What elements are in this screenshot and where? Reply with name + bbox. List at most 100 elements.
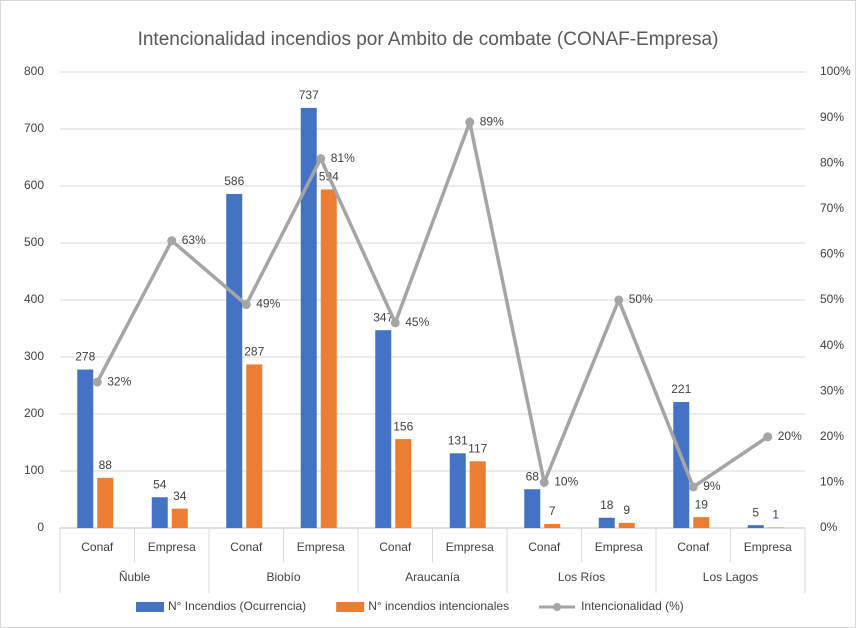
legend-label: N° incendios intencionales	[368, 599, 509, 613]
chart-title: Intencionalidad incendios por Ambito de …	[138, 29, 719, 50]
bar	[77, 369, 94, 528]
data-label: 45%	[405, 315, 429, 329]
data-label: 5	[752, 505, 759, 519]
x-tick-label: Empresa	[744, 540, 792, 554]
line-marker	[167, 236, 177, 246]
legend-marker	[553, 603, 562, 611]
bar	[767, 527, 784, 528]
bar	[395, 439, 412, 528]
x-tick-label: Empresa	[148, 540, 196, 554]
group-label: Araucanía	[405, 570, 460, 584]
line	[95, 115, 769, 490]
line-marker	[688, 482, 698, 492]
y2-tick-label: 50%	[820, 292, 844, 306]
y2-tick-label: 0%	[820, 520, 838, 534]
y2-tick-label: 100%	[820, 64, 851, 78]
legend-swatch	[336, 602, 365, 612]
data-label: 221	[671, 382, 691, 396]
y2-tick-label: 20%	[820, 429, 844, 443]
y-tick-label: 600	[24, 178, 44, 192]
data-label: 9%	[703, 479, 721, 493]
bar	[226, 193, 243, 529]
data-label: 89%	[480, 114, 504, 128]
y2-tick-label: 90%	[820, 110, 844, 124]
line-marker	[614, 295, 624, 305]
data-label: 586	[224, 174, 244, 188]
bar	[300, 107, 317, 528]
x-tick-label: Empresa	[297, 540, 345, 554]
legend-label: N° Incendios (Ocurrencia)	[168, 599, 306, 613]
data-label: 9	[623, 503, 630, 517]
x-tick-label: Empresa	[446, 540, 494, 554]
group-label: Los Ríos	[558, 570, 605, 584]
data-label: 737	[299, 88, 319, 102]
line-marker	[92, 377, 102, 387]
data-label: 7	[549, 504, 556, 518]
y-tick-label: 800	[24, 64, 44, 78]
data-label: 287	[244, 345, 264, 359]
data-label: 50%	[629, 292, 653, 306]
x-tick-label: Conaf	[81, 540, 114, 554]
bar	[171, 508, 188, 528]
y2-tick-label: 80%	[820, 155, 844, 169]
data-label: 81%	[331, 151, 355, 165]
group-label: Ñuble	[119, 570, 151, 584]
data-label: 156	[393, 419, 413, 433]
data-label: 117	[468, 441, 487, 455]
line-marker	[465, 117, 475, 127]
y-tick-label: 0	[37, 520, 44, 534]
data-label: 131	[448, 434, 468, 448]
y-tick-label: 700	[24, 121, 44, 135]
y-tick-label: 200	[24, 406, 44, 420]
line-marker	[763, 432, 773, 442]
bar	[246, 364, 263, 528]
bar	[544, 524, 561, 528]
line-marker	[316, 154, 326, 164]
bar	[747, 525, 764, 528]
y2-tick-label: 10%	[820, 475, 844, 489]
bar	[469, 461, 486, 528]
group-label: Los Lagos	[703, 570, 758, 584]
x-tick-label: Conaf	[230, 540, 263, 554]
bar	[673, 402, 690, 528]
y-tick-label: 300	[24, 349, 44, 363]
bar	[320, 189, 337, 529]
x-tick-label: Conaf	[677, 540, 710, 554]
bar	[375, 330, 392, 528]
bar	[524, 489, 541, 528]
data-label: 49%	[256, 297, 280, 311]
data-label: 278	[75, 350, 95, 364]
x-tick-label: Conaf	[528, 540, 561, 554]
bar	[693, 517, 710, 528]
data-label: 1	[772, 508, 779, 522]
data-label: 34	[173, 489, 187, 503]
y-tick-label: 400	[24, 292, 44, 306]
bar	[449, 453, 466, 528]
data-label: 63%	[182, 233, 206, 247]
legend-label: Intencionalidad (%)	[581, 599, 684, 613]
data-label: 18	[600, 498, 614, 512]
data-label: 32%	[107, 374, 131, 388]
legend-swatch	[136, 602, 164, 612]
data-label: 347	[373, 310, 393, 324]
data-label: 20%	[778, 429, 802, 443]
y2-tick-label: 60%	[820, 247, 844, 261]
data-label: 19	[695, 497, 709, 511]
line-marker	[539, 477, 549, 487]
bar	[618, 522, 635, 528]
x-tick-label: Conaf	[379, 540, 412, 554]
data-label: 54	[153, 477, 167, 491]
bar	[151, 497, 168, 528]
line-marker	[241, 300, 251, 310]
data-label: 88	[99, 458, 113, 472]
y2-tick-label: 30%	[820, 383, 844, 397]
line-marker	[390, 318, 400, 328]
y2-tick-label: 40%	[820, 338, 844, 352]
y2-tick-label: 70%	[820, 201, 844, 215]
x-tick-label: Empresa	[595, 540, 643, 554]
group-label: Biobío	[266, 570, 300, 584]
y-tick-label: 500	[24, 235, 44, 249]
bar	[97, 477, 114, 528]
